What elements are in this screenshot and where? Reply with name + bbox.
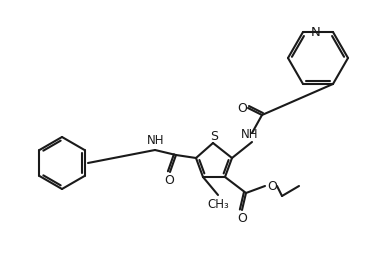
Text: O: O	[267, 180, 277, 192]
Text: S: S	[210, 129, 218, 143]
Text: O: O	[237, 102, 247, 114]
Text: O: O	[237, 213, 247, 225]
Text: NH: NH	[147, 135, 165, 147]
Text: O: O	[164, 173, 174, 187]
Text: CH₃: CH₃	[207, 199, 229, 211]
Text: NH: NH	[241, 128, 259, 140]
Text: N: N	[311, 25, 321, 39]
